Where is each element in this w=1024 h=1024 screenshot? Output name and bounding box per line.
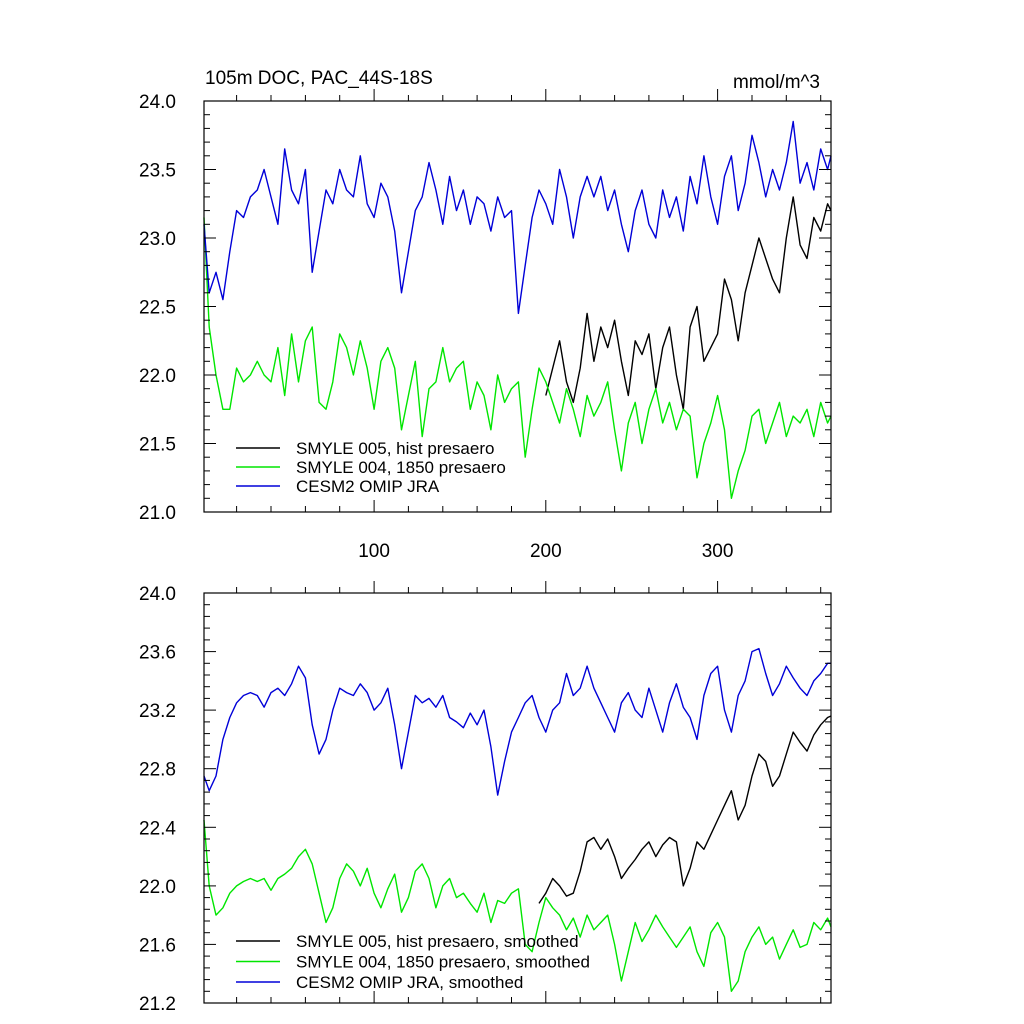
- y-tick-label: 22.0: [139, 366, 176, 387]
- x-tick-label: 100: [358, 541, 390, 562]
- y-tick-label: 24.0: [139, 584, 176, 605]
- smyle-005-line: [545, 196, 832, 410]
- smyle-004-line-smoothed: [203, 819, 832, 992]
- x-tick-label: 300: [702, 541, 734, 562]
- legend-jra-label: CESM2 OMIP JRA: [296, 477, 440, 496]
- y-tick-label: 22.0: [139, 877, 176, 898]
- legend-hist-label: SMYLE 005, hist presaero, smoothed: [296, 932, 579, 951]
- legend-1850-label: SMYLE 004, 1850 presaero, smoothed: [296, 953, 590, 972]
- y-tick-label: 21.0: [139, 503, 176, 524]
- legend-hist-label: SMYLE 005, hist presaero: [296, 439, 494, 458]
- y-tick-label: 21.2: [139, 994, 176, 1015]
- y-tick-label: 22.4: [139, 818, 176, 839]
- legend-jra-label: CESM2 OMIP JRA, smoothed: [296, 973, 523, 992]
- y-tick-label: 22.8: [139, 760, 176, 781]
- y-tick-label: 23.0: [139, 229, 176, 250]
- x-tick-label: 200: [530, 541, 562, 562]
- y-tick-label: 24.0: [139, 92, 176, 113]
- plot-frame: [203, 592, 832, 1004]
- y-tick-label: 23.5: [139, 161, 176, 182]
- smyle-005-line-smoothed: [538, 715, 832, 904]
- bottom-panel: 21.2 21.6 22.0 22.4 22.8 23.2 23.6 24.0 SMYLE 00…: [139, 581, 832, 1015]
- y-tick-label: 23.2: [139, 701, 176, 722]
- smyle-004-line: [203, 217, 832, 499]
- cesm2-jra-line-smoothed: [203, 647, 831, 796]
- y-tick-label: 21.6: [139, 935, 176, 956]
- cesm2-jra-line: [203, 120, 832, 315]
- y-tick-label: 21.5: [139, 435, 176, 456]
- y-tick-label: 23.6: [139, 643, 176, 664]
- y-tick-label: 22.5: [139, 298, 176, 319]
- chart-title: 105m DOC, PAC_44S-18S: [205, 68, 433, 89]
- legend-1850-label: SMYLE 004, 1850 presaero: [296, 458, 506, 477]
- units-label: mmol/m^3: [733, 72, 820, 93]
- top-panel: 105m DOC, PAC_44S-18S mmol/m^3 100 200 300…: [139, 68, 832, 562]
